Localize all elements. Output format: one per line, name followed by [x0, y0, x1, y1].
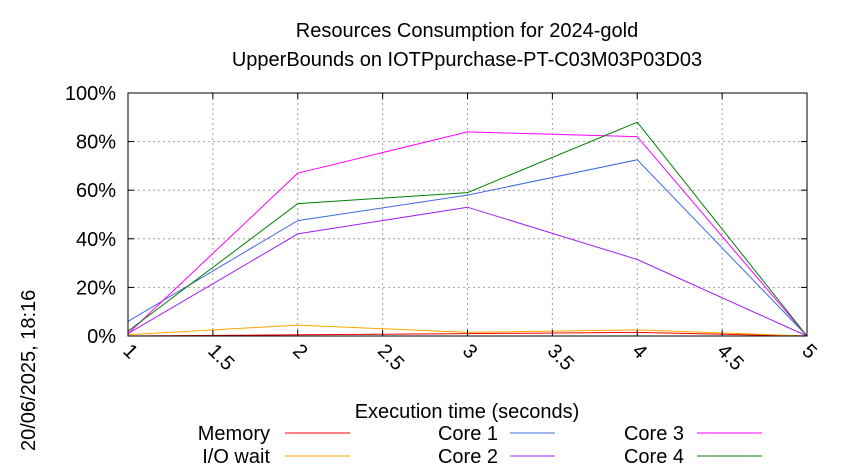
legend-label: Core 1: [438, 423, 498, 445]
y-axis-ticks: 0% 20% 40% 60% 80% 100%: [65, 83, 807, 348]
x-tick-label: 4.5: [713, 340, 748, 375]
series-line-core-4: [127, 121, 808, 337]
x-tick-label: 2: [288, 340, 311, 363]
y-tick-label: 80%: [76, 132, 116, 154]
legend-label: Core 3: [624, 423, 684, 445]
series-line-core-1: [127, 159, 808, 337]
x-tick-label: 3.5: [543, 340, 578, 375]
y-tick-label: 20%: [76, 277, 116, 299]
legend-label: Memory: [198, 423, 270, 445]
chart-title-line-2: UpperBounds on IOTPpurchase-PT-C03M03P03…: [232, 49, 702, 71]
timestamp: 20/06/2025, 18:16: [18, 290, 40, 451]
x-tick-label: 2.5: [373, 340, 408, 375]
y-tick-label: 40%: [76, 229, 116, 251]
x-axis-label: Execution time (seconds): [355, 401, 580, 423]
x-tick-label: 4: [628, 340, 651, 363]
series-line-core-2: [127, 206, 808, 337]
x-tick-label: 3: [458, 340, 481, 363]
y-tick-label: 0%: [87, 326, 116, 348]
chart-title-line-1: Resources Consumption for 2024-gold: [296, 20, 638, 42]
series-line-core-3: [127, 131, 808, 337]
legend-label: Core 2: [438, 446, 498, 468]
x-tick-label: 1: [118, 340, 141, 363]
legend-label: I/O wait: [202, 446, 270, 468]
legend-label: Core 4: [624, 446, 684, 468]
x-tick-label: 5: [797, 340, 820, 363]
x-tick-label: 1.5: [203, 340, 238, 375]
y-tick-label: 100%: [65, 83, 116, 105]
grid-lines: [127, 92, 808, 337]
y-tick-label: 60%: [76, 180, 116, 202]
